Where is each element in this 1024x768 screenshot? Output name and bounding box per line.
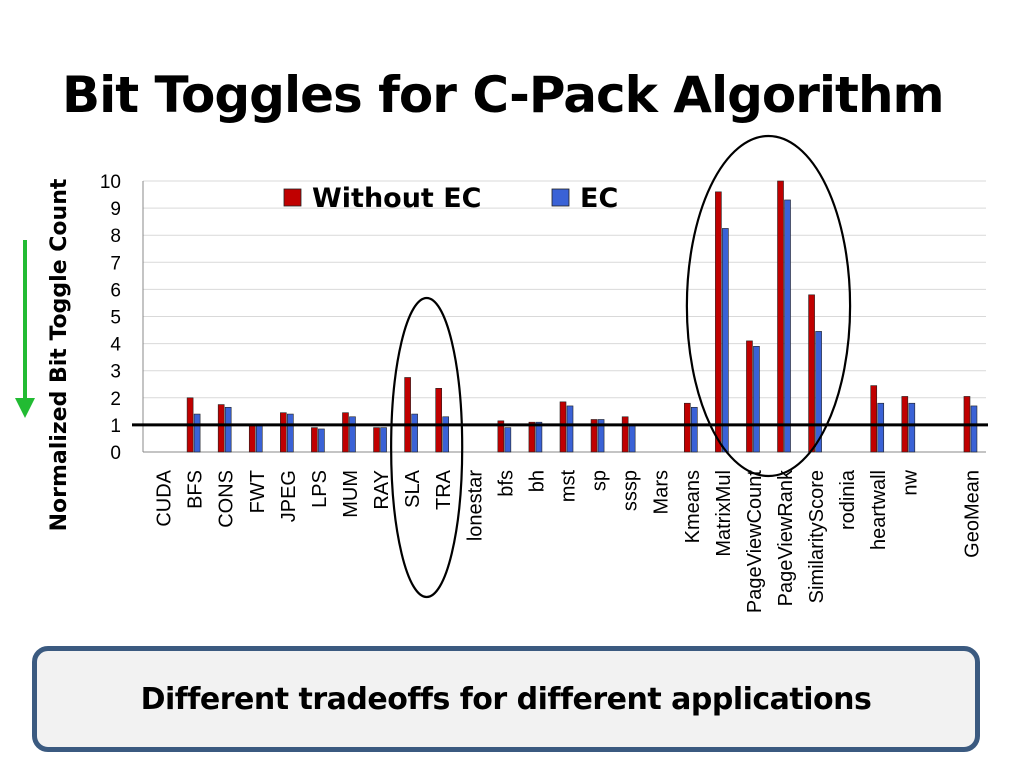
bar-without-ec [248,424,256,453]
x-tick-labels: CUDA BFS CONS FWT JPEG LPS MUM RAY SLA TRA lonesta… [154,469,984,613]
x-tick-label: MUM [340,470,362,518]
bar-without-ec [342,412,349,453]
bar-ec [815,331,822,453]
bar-without-ec [373,427,380,453]
bar-ec [349,416,356,453]
legend: Without EC EC [283,183,618,214]
bar-ec [255,424,263,453]
x-tick-label: mst [558,470,580,503]
legend-swatch [283,188,302,207]
x-tick-label: heartwall [868,470,890,550]
y-tick-label: 4 [110,335,121,356]
bar-without-ec [559,401,567,453]
y-tick-label: 2 [110,389,121,410]
legend-label: EC [580,183,618,214]
bar-ec [628,424,636,453]
y-tick-label: 5 [110,308,121,329]
highlight-ellipse [390,296,464,599]
x-tick-label: nw [899,469,921,495]
x-tick-label: GeoMean [961,470,983,558]
x-tick-label: sp [589,470,611,491]
bar-ec [504,427,512,453]
x-tick-label: Mars [651,470,673,514]
bar-ec [566,405,574,453]
bar-ec [753,346,760,453]
bar-without-ec [808,294,815,453]
x-tick-label: LPS [309,470,331,508]
y-tick-label: 6 [110,280,121,301]
bar-without-ec [435,388,443,453]
highlight-ellipse [685,134,852,478]
bar-ec [193,413,201,453]
y-tick-label: 3 [110,362,121,383]
callout-box: Different tradeoffs for different applic… [32,646,980,752]
bar-without-ec [528,421,536,453]
bar-without-ec [404,377,411,453]
x-tick-label: PageViewCount [744,470,766,614]
y-axis-title: Normalized Bit Toggle Count [47,178,72,531]
bar-without-ec [746,340,753,453]
bar-without-ec [715,191,722,453]
y-tick-label: 7 [110,253,121,274]
bar-ec [690,406,698,453]
bar-ec [535,421,543,453]
x-tick-label: MatrixMul [713,470,735,557]
y-tick-label: 8 [110,226,121,247]
bar-ec [597,419,605,453]
x-tick-label: BFS [185,470,207,509]
bar-without-ec [217,404,225,453]
bar-ec [224,406,232,453]
y-tick-label: 0 [110,443,121,464]
x-tick-label: SimilarityScore [806,470,828,603]
x-tick-label: bh [526,470,548,492]
x-tick-label: FWT [247,470,269,513]
x-tick-label: JPEG [278,470,300,522]
bar-without-ec [590,419,598,453]
x-tick-label: Kmeans [682,470,704,543]
bar-ec [287,413,294,453]
x-tick-label: SLA [402,469,424,507]
x-tick-label: TRA [433,469,455,510]
bar-without-ec [683,402,691,453]
x-tick-label: PageViewRank [775,469,797,606]
bar-without-ec [311,427,318,453]
x-tick-label: sssp [620,470,642,511]
bar-ec [442,416,450,453]
bar-without-ec [777,180,784,453]
bar-without-ec [497,420,505,453]
grid-lines [142,180,986,453]
bar-without-ec [621,416,629,453]
slide-title: Bit Toggles for C-Pack Algorithm [62,66,945,124]
x-tick-label: RAY [371,470,393,510]
bar-without-ec [870,385,878,453]
bar-ec [318,428,325,453]
y-tick-label: 1 [110,416,121,437]
y-tick-labels: 0 1 2 3 4 5 6 7 8 9 10 Normalized Bit Toggle Count [47,172,121,531]
callout-text: Different tradeoffs for different applic… [140,681,872,717]
bar-without-ec [280,412,287,453]
y-tick-label: 9 [110,199,121,220]
x-tick-label: lonestar [464,470,486,541]
bar-ec [411,413,418,453]
y-tick-label: 10 [100,172,121,193]
bars [186,180,978,453]
bar-ec [877,402,885,453]
overlays [15,134,988,599]
bar-ec [908,402,916,453]
x-tick-label: CUDA [154,469,176,526]
x-tick-label: bfs [495,470,517,497]
bar-ec [784,199,791,453]
bar-ec [722,228,729,453]
legend-label: Without EC [312,183,482,214]
bar-ec [380,427,387,453]
x-tick-label: rodinia [837,469,859,530]
x-tick-label: CONS [216,470,238,528]
legend-swatch [551,188,570,207]
bar-ec [970,405,978,453]
trend-arrow-head [15,398,35,418]
